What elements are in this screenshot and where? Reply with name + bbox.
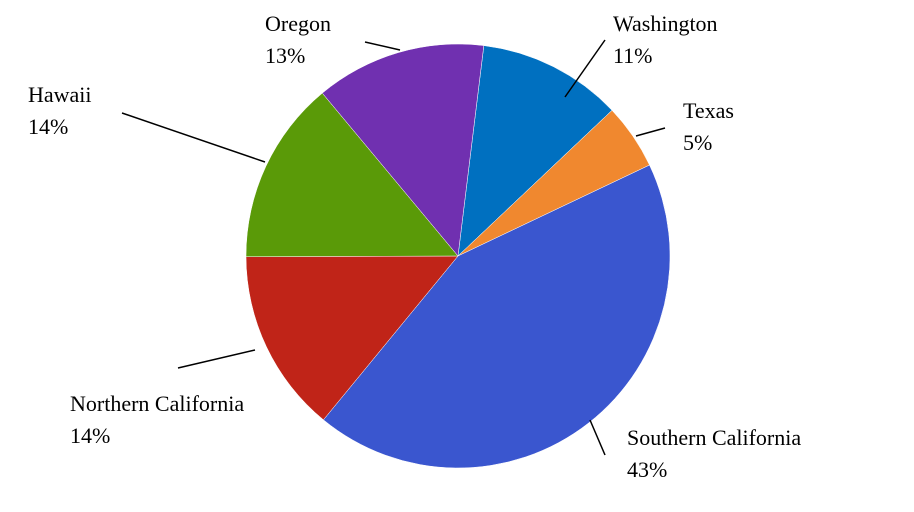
pie-slice	[245, 92, 459, 257]
leader-line	[177, 349, 256, 369]
pie-slice	[245, 255, 459, 421]
slice-value-label: 13%	[265, 43, 305, 68]
slice-label: Northern California	[70, 391, 244, 416]
pie-slice	[321, 43, 485, 257]
leader-line	[364, 41, 401, 51]
pie-slice	[457, 45, 613, 257]
pie-slice	[323, 164, 671, 469]
slice-value-label: 14%	[70, 423, 110, 448]
slice-value-label: 43%	[627, 457, 667, 482]
slice-label: Hawaii	[28, 82, 92, 107]
leader-line	[121, 112, 266, 163]
slice-label: Southern California	[627, 425, 801, 450]
leader-line	[564, 39, 606, 98]
leader-line	[589, 419, 606, 456]
slice-value-label: 5%	[683, 130, 712, 155]
slice-label: Oregon	[265, 11, 331, 36]
slice-value-label: 11%	[613, 43, 653, 68]
slice-value-label: 14%	[28, 114, 68, 139]
slice-label: Texas	[683, 98, 734, 123]
slice-label: Washington	[613, 11, 718, 36]
leader-line	[635, 127, 666, 137]
